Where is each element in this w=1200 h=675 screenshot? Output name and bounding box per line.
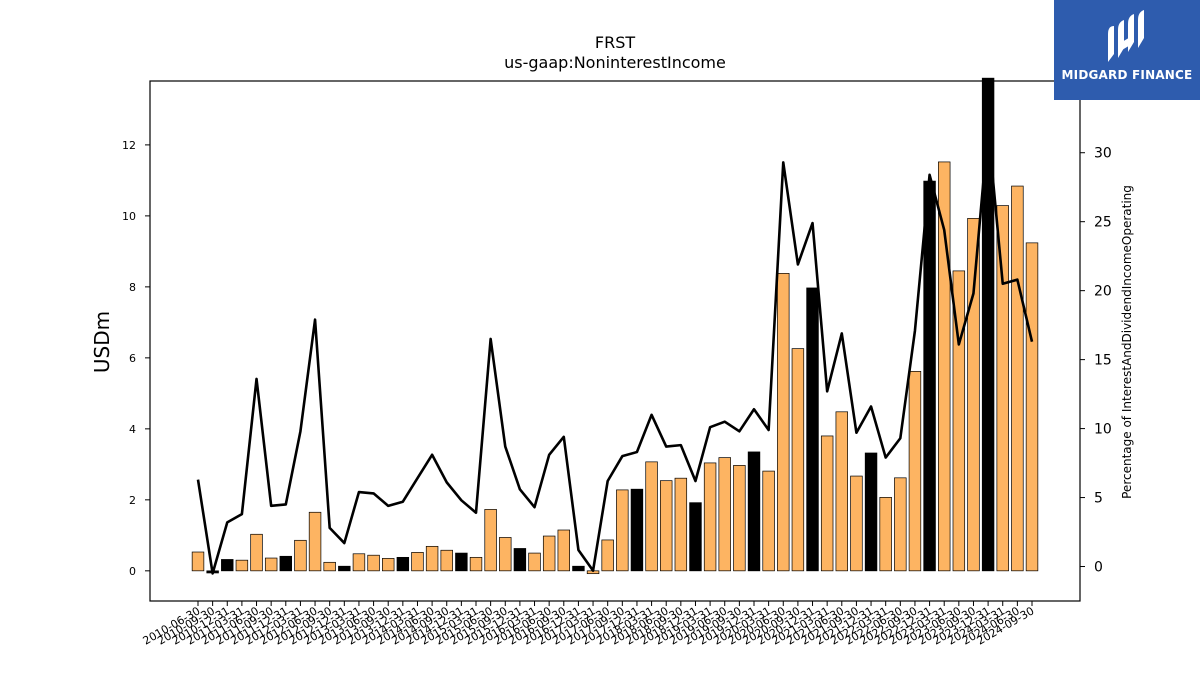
bar <box>850 475 863 572</box>
bar <box>894 477 907 572</box>
bar <box>820 435 834 572</box>
bar <box>513 548 527 572</box>
bar <box>484 509 497 572</box>
bar <box>411 552 424 572</box>
bar <box>733 465 746 572</box>
bar <box>674 477 688 572</box>
y2-axis-label: Percentage of InterestAndDividendIncomeO… <box>1120 185 1134 499</box>
bar <box>572 565 585 572</box>
bar <box>747 451 761 572</box>
bar <box>703 462 717 572</box>
bar <box>762 470 775 572</box>
bar <box>352 553 366 572</box>
bar <box>367 554 380 572</box>
y-tick-label: 6 <box>129 352 136 365</box>
y2-tick-label: 30 <box>1094 146 1112 162</box>
bar <box>221 559 234 572</box>
series-line <box>196 126 1034 575</box>
bar <box>806 287 819 572</box>
bar <box>1011 185 1024 572</box>
bar <box>469 556 483 572</box>
bar <box>279 555 293 572</box>
bar <box>425 545 439 572</box>
y2-tick-label: 0 <box>1094 560 1103 576</box>
chart-subtitle: us-gaap:NoninterestIncome <box>504 53 726 72</box>
bar <box>616 489 629 572</box>
bar <box>981 77 995 572</box>
midgard-logo-icon <box>1108 10 1144 62</box>
bar <box>777 273 790 572</box>
bar <box>294 539 307 572</box>
y2-tick-label: 15 <box>1094 353 1112 369</box>
bar <box>528 552 541 572</box>
bar <box>601 539 614 572</box>
bar <box>308 511 322 572</box>
y2-tick-label: 5 <box>1094 491 1103 507</box>
bar <box>879 497 892 572</box>
bar <box>396 556 410 572</box>
bar <box>499 537 512 572</box>
bar <box>235 559 249 572</box>
bar <box>835 411 849 572</box>
bar <box>323 561 336 572</box>
bar <box>645 461 658 572</box>
bar <box>455 552 468 572</box>
bar <box>542 535 556 572</box>
y-tick-label: 12 <box>122 139 136 152</box>
bar <box>938 161 951 572</box>
y-tick-label: 10 <box>122 210 136 223</box>
bar <box>908 371 922 572</box>
y2-tick-label: 20 <box>1094 284 1112 300</box>
y-tick-label: 4 <box>129 423 136 436</box>
bar <box>689 502 702 572</box>
y-tick-label: 8 <box>129 281 136 294</box>
bar <box>338 565 351 572</box>
bar <box>1025 242 1039 572</box>
y-axis-label: USDm <box>90 311 114 373</box>
bar <box>996 205 1009 572</box>
bar <box>923 180 936 572</box>
bar <box>718 457 731 572</box>
chart-title: FRST <box>595 33 635 52</box>
bar <box>191 551 205 572</box>
logo-text: MIDGARD FINANCE <box>1061 68 1193 82</box>
bar <box>952 270 966 572</box>
bar <box>967 218 980 572</box>
y-tick-label: 0 <box>129 565 136 578</box>
y2-tick-label: 10 <box>1094 422 1112 438</box>
y2-tick-label: 25 <box>1094 215 1112 231</box>
y-tick-label: 2 <box>129 494 136 507</box>
bar <box>864 452 878 572</box>
bar <box>557 529 571 572</box>
bar <box>264 557 278 572</box>
bar <box>630 488 644 572</box>
bar <box>382 558 395 572</box>
brand-logo: MIDGARD FINANCE <box>1054 0 1200 100</box>
bar <box>791 348 805 572</box>
bar <box>250 533 263 572</box>
bar <box>440 549 453 572</box>
bar <box>660 480 673 572</box>
plot-frame <box>149 80 1081 602</box>
